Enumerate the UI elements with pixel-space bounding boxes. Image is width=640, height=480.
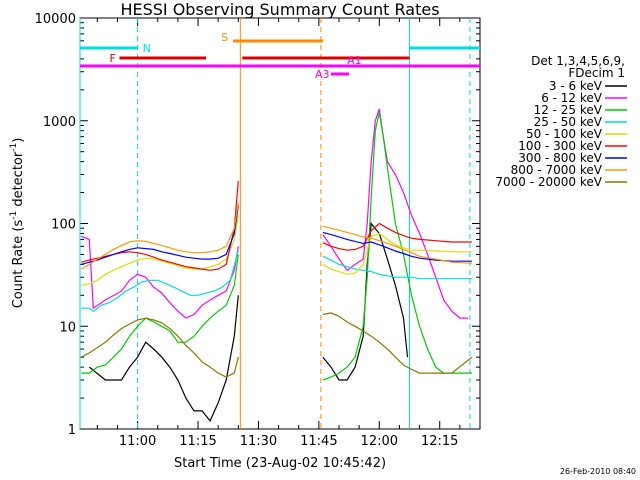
series-line-7 <box>322 231 472 262</box>
x-tick-label: 11:30 <box>240 434 277 449</box>
series-line-9 <box>80 317 239 378</box>
series-line-3 <box>81 254 239 374</box>
plot-frame <box>79 17 481 430</box>
x-tick-label: 12:15 <box>421 434 458 449</box>
footer-date: 26-Feb-2010 08:40 <box>560 467 636 476</box>
legend-entry-label: 25 - 50 keV <box>534 115 603 129</box>
legend-entry-label: 800 - 7000 keV <box>511 163 603 177</box>
legend-entry-label: 100 - 300 keV <box>518 139 602 153</box>
series-line-9 <box>322 312 473 374</box>
series-line-5 <box>322 232 472 275</box>
legend-entry-label: 12 - 25 keV <box>534 103 603 117</box>
legend-header: FDecim 1 <box>568 66 625 80</box>
legend-entry-label: 6 - 12 keV <box>541 91 603 105</box>
x-tick-label: 11:00 <box>119 434 156 449</box>
x-axis-label: Start Time (23-Aug-02 10:45:42) <box>174 456 386 471</box>
legend-entry-label: 7000 - 20000 keV <box>495 175 602 189</box>
y-tick-label: 10 <box>59 320 76 335</box>
flag-label-f: F <box>109 52 115 65</box>
y-tick-label: 1 <box>68 423 76 438</box>
flag-label-n: N <box>143 42 151 55</box>
flag-label-a1: A1 <box>347 54 362 67</box>
series-line-2 <box>80 235 239 319</box>
series-line-5 <box>81 215 239 286</box>
legend-entry-label: 50 - 100 keV <box>526 127 603 141</box>
axis-ticks: 11:00 11:15 11:30 11:45 12:00 12:15 1 10 100 1000… <box>35 12 481 449</box>
x-tick-label: 11:15 <box>179 434 216 449</box>
y-tick-label: 100 <box>51 218 76 233</box>
flag-label-a3: A3 <box>315 68 330 81</box>
series-line-8 <box>80 202 239 270</box>
series-line-8 <box>322 225 472 264</box>
series-line-4 <box>322 255 472 280</box>
y-tick-label: 1000 <box>43 115 76 130</box>
legend-entry-label: 3 - 6 keV <box>549 79 603 93</box>
series-line-1 <box>322 221 409 381</box>
x-tick-label: 11:45 <box>300 434 337 449</box>
legend-entry-label: 300 - 800 keV <box>518 151 602 165</box>
flag-bars: N F S A1 A3 <box>80 31 480 81</box>
y-axis-label: Count Rate (s-1 detector-1) <box>9 138 26 309</box>
series-lines <box>80 108 473 423</box>
x-tick-label: 12:00 <box>361 434 398 449</box>
series-line-1 <box>88 295 239 423</box>
time-markers <box>79 18 471 429</box>
chart-title: HESSI Observing Summary Count Rates <box>120 0 439 19</box>
series-line-7 <box>81 205 239 265</box>
series-line-6 <box>322 222 472 251</box>
y-tick-label: 10000 <box>35 12 76 27</box>
series-line-3 <box>322 112 472 381</box>
legend-header: Det 1,3,4,5,6,9, <box>531 54 625 68</box>
flag-label-s: S <box>221 31 228 44</box>
series-line-4 <box>81 250 239 312</box>
